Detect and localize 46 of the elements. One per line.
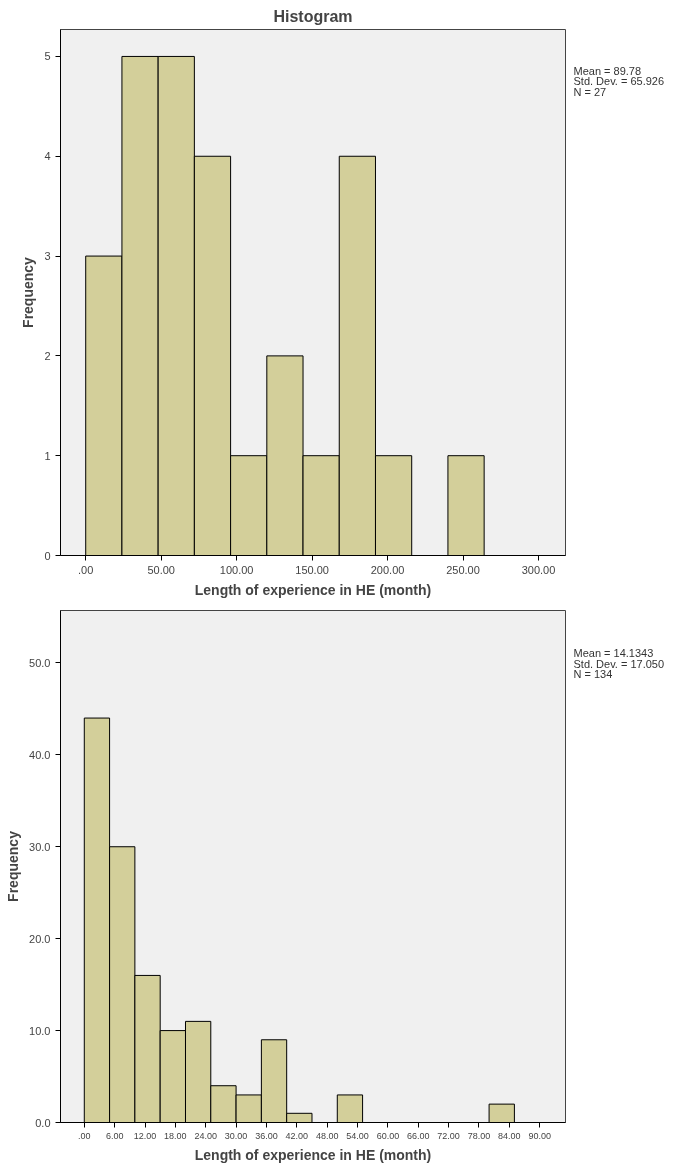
- y-axis-title: Frequency: [20, 256, 37, 328]
- y-tick-label: 40.0: [29, 748, 51, 761]
- x-tick-label: 60.00: [376, 1130, 400, 1141]
- x-tick-label: 250.00: [446, 563, 480, 576]
- x-tick-label: 90.00: [528, 1130, 551, 1141]
- x-tick-label: .00: [78, 1130, 91, 1141]
- x-tick-label: 100.00: [219, 563, 254, 576]
- y-tick-label: 30.0: [29, 840, 51, 853]
- text: N = 27: [573, 85, 607, 98]
- y-tick-label: 20.0: [29, 932, 51, 945]
- x-tick-label: 300.00: [521, 563, 556, 576]
- text: Std. Dev. = 65.926: [573, 75, 665, 88]
- x-tick-label: 50.00: [147, 563, 175, 576]
- x-tick-label: 78.00: [467, 1130, 491, 1141]
- text: Mean = 14.1343: [573, 646, 654, 659]
- x-axis-title: Length of experience in HE (month): [194, 581, 432, 598]
- x-tick-label: 42.00: [285, 1130, 309, 1141]
- x-tick-label: 54.00: [346, 1130, 369, 1141]
- x-tick-label: 30.00: [224, 1130, 248, 1141]
- text: Std. Dev. = 17.050: [573, 657, 665, 670]
- y-tick-label: 10.0: [29, 1024, 51, 1037]
- y-tick-label: 4: [44, 150, 51, 163]
- x-axis-title: Length of experience in HE (month): [194, 1146, 432, 1163]
- x-tick-label: 24.00: [194, 1130, 217, 1141]
- x-tick-label: 18.00: [164, 1130, 187, 1141]
- x-tick-label: 12.00: [133, 1130, 157, 1141]
- y-tick-label: 0: [44, 549, 51, 562]
- x-tick-label: 72.00: [437, 1130, 460, 1141]
- x-tick-label: 84.00: [498, 1130, 521, 1141]
- chart-title: Histogram: [273, 7, 353, 25]
- x-tick-label: 66.00: [406, 1130, 430, 1141]
- x-tick-label: 6.00: [105, 1130, 124, 1141]
- x-tick-label: 48.00: [315, 1130, 339, 1141]
- y-tick-label: 1: [44, 449, 51, 462]
- x-tick-label: 200.00: [370, 563, 405, 576]
- y-tick-label: 3: [44, 250, 51, 263]
- text: N = 134: [573, 668, 613, 681]
- y-tick-label: 5: [44, 50, 51, 63]
- y-tick-label: 2: [44, 349, 51, 362]
- x-tick-label: .00: [78, 563, 94, 576]
- text: Mean = 89.78: [573, 64, 642, 77]
- y-axis-title: Frequency: [5, 830, 22, 902]
- x-tick-label: 150.00: [295, 563, 329, 576]
- y-tick-label: 50.0: [29, 656, 51, 669]
- y-tick-label: 0.0: [35, 1116, 51, 1129]
- x-tick-label: 36.00: [255, 1130, 278, 1141]
